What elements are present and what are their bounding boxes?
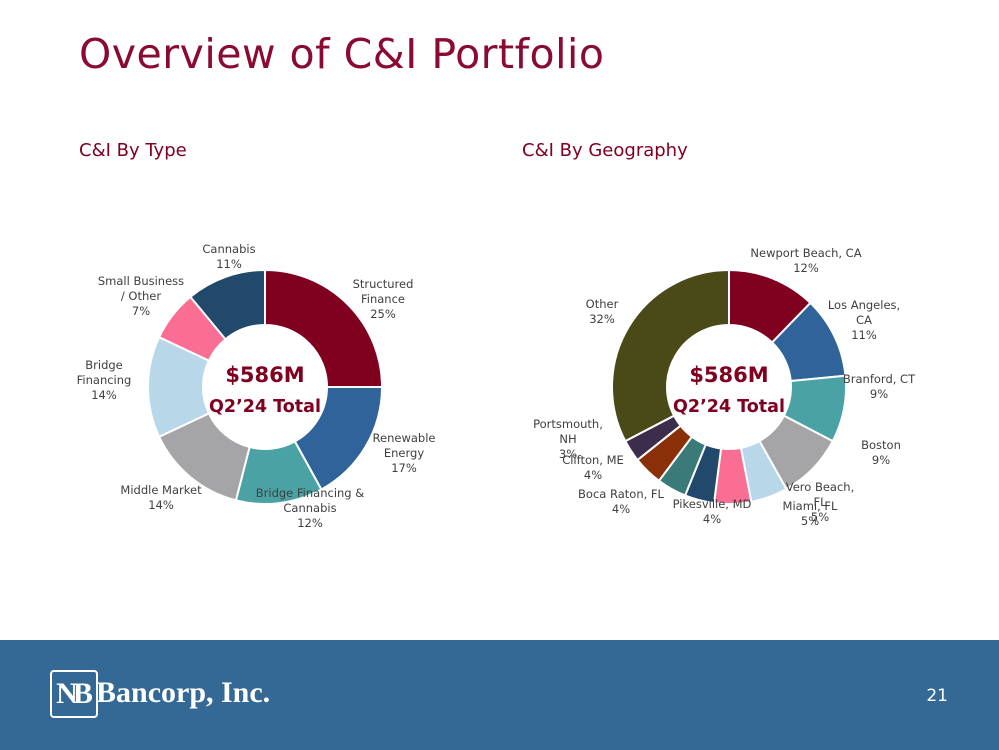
type-slice-label-0: Structured Finance 25% — [353, 277, 414, 321]
geo-slice-label-0: Newport Beach, CA 12% — [750, 246, 861, 275]
geo-slice-label-7: Boca Raton, FL 4% — [578, 487, 664, 516]
type-slice-label-2: Bridge Financing & Cannabis 12% — [256, 486, 365, 530]
geo-slice-label-4: Vero Beach, FL 5% — [786, 480, 855, 524]
type-center-value: $586M — [225, 363, 304, 387]
geo-slice-label-6: Pikesville, MD 4% — [673, 497, 752, 526]
geo-slice-label-9: Portsmouth, NH 3% — [533, 417, 603, 461]
geo-slice-label-2: Branford, CT 9% — [843, 372, 916, 401]
geo-center-label: Q2’24 Total — [673, 397, 785, 417]
type-slice-6 — [189, 268, 266, 341]
type-slice-0 — [264, 268, 384, 388]
type-slice-label-4: Bridge Financing 14% — [77, 358, 132, 402]
geo-slice-label-1: Los Angeles, CA 11% — [828, 298, 900, 342]
type-donut-chart: Structured Finance 25%Renewable Energy 17%Br… — [77, 242, 436, 530]
logo-mark: NB — [50, 670, 98, 718]
logo-text: Bancorp, Inc. — [96, 676, 271, 709]
type-slice-label-3: Middle Market 14% — [120, 483, 202, 512]
chart-title-type: C&I By Type — [79, 140, 187, 161]
type-slice-label-6: Cannabis 11% — [202, 242, 255, 271]
geo-slice-label-10: Other 32% — [586, 297, 619, 326]
page-number: 21 — [926, 686, 948, 706]
type-slice-label-5: Small Business / Other 7% — [98, 274, 184, 318]
geo-slice-label-3: Boston 9% — [861, 438, 901, 467]
type-slice-label-1: Renewable Energy 17% — [373, 431, 436, 475]
footer-bar: NB Bancorp, Inc. 21 — [0, 640, 999, 750]
geo-slice-label-5: Miami, FL 5% — [783, 499, 838, 528]
type-center-label: Q2’24 Total — [209, 397, 321, 417]
geography-donut-chart: Newport Beach, CA 12% Los Angeles, CA 11% Bra… — [533, 246, 916, 528]
geo-slice-10 — [611, 268, 730, 443]
page-title: Overview of C&I Portfolio — [79, 30, 605, 78]
chart-title-geography: C&I By Geography — [522, 140, 688, 161]
geo-center-value: $586M — [689, 363, 768, 387]
geo-slice-label-8: Clifton, ME 4% — [562, 453, 624, 482]
